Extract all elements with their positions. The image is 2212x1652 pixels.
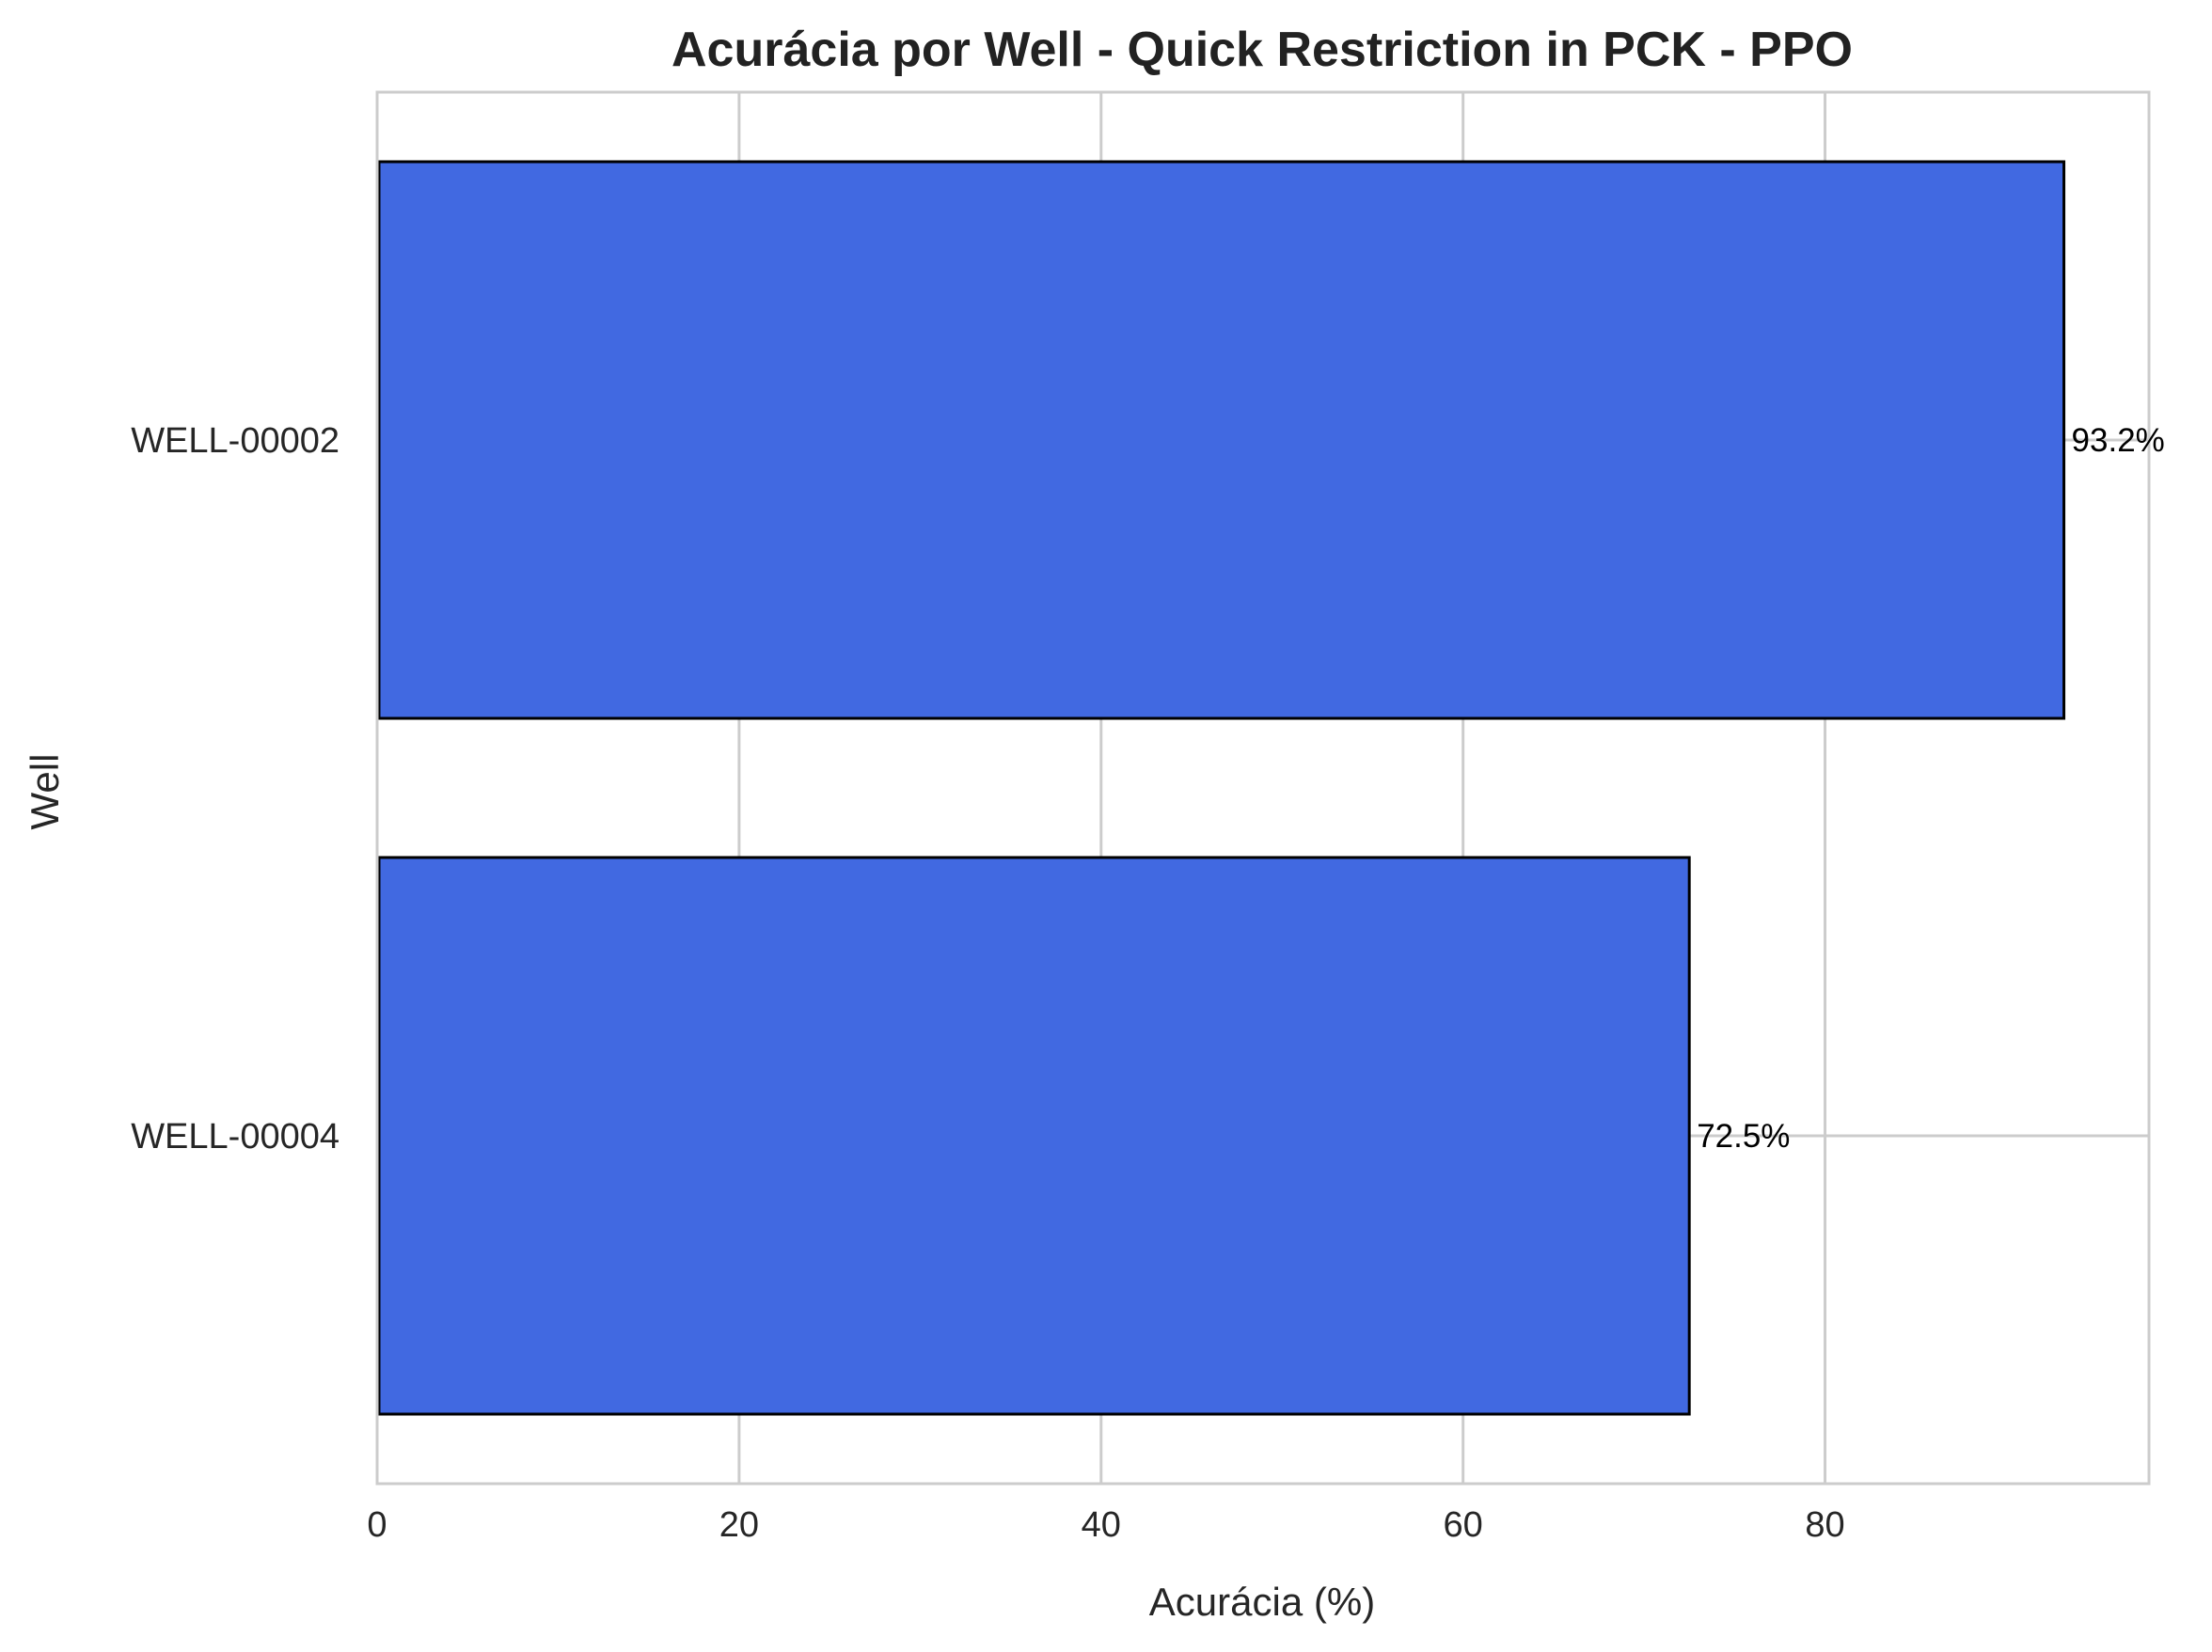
y-tick-label: WELL-00002 xyxy=(131,421,340,461)
bar-well-00004 xyxy=(377,856,1691,1416)
x-axis-ticks: 0 20 40 60 80 xyxy=(367,1505,1844,1545)
chart-title: Acurácia por Well - Quick Restriction in… xyxy=(672,23,1853,77)
x-tick-label: 80 xyxy=(1805,1505,1844,1545)
y-axis-ticks: WELL-00002 WELL-00004 xyxy=(131,421,340,1156)
x-tick-label: 40 xyxy=(1082,1505,1121,1545)
x-axis-label: Acurácia (%) xyxy=(1149,1580,1375,1624)
bars xyxy=(377,160,2066,1416)
bar-well-00002 xyxy=(377,160,2066,720)
x-tick-label: 0 xyxy=(367,1505,387,1545)
y-tick-label: WELL-00004 xyxy=(131,1117,340,1156)
data-label: 93.2% xyxy=(2072,422,2165,459)
x-tick-label: 60 xyxy=(1444,1505,1483,1545)
x-tick-label: 20 xyxy=(719,1505,759,1545)
data-label: 72.5% xyxy=(1697,1118,1790,1155)
plot-frame xyxy=(375,90,2151,1486)
y-axis-label: Well xyxy=(23,754,67,830)
data-labels: 93.2% 72.5% xyxy=(1697,422,2165,1155)
